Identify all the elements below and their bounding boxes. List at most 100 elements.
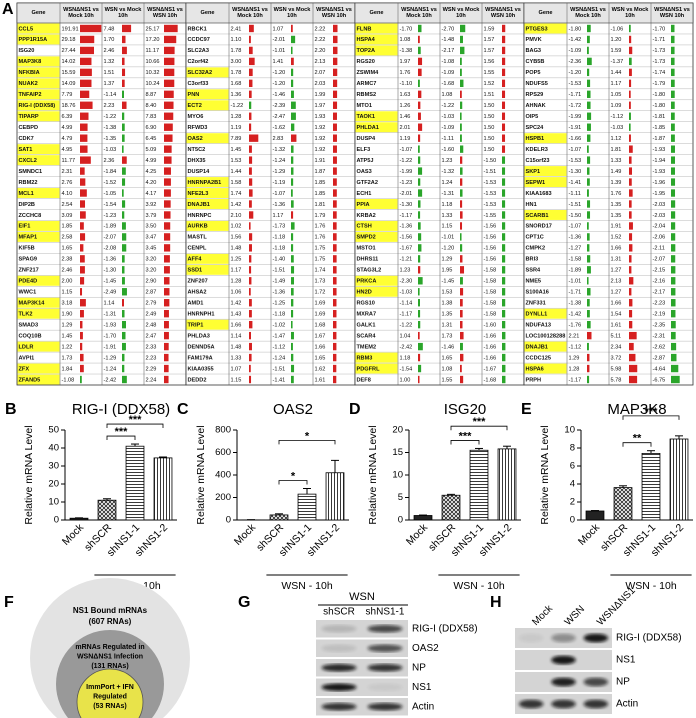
cell-bar xyxy=(587,200,591,208)
cell-bar xyxy=(418,222,421,230)
cell-value: -1.53 xyxy=(569,158,582,164)
highlight xyxy=(355,199,398,209)
cell-bar xyxy=(460,134,462,142)
gene-name: RBCK1 xyxy=(188,26,207,32)
cell-bar xyxy=(291,277,295,285)
cell-bar xyxy=(671,156,676,164)
cell-value: 1.28 xyxy=(231,279,242,285)
cell-bar xyxy=(629,123,631,131)
cell-value: -1.23 xyxy=(400,180,413,186)
cell-bar xyxy=(502,24,506,33)
cell-bar xyxy=(122,90,124,98)
cell-value: 1.56 xyxy=(484,59,495,65)
cell-bar xyxy=(587,134,591,142)
highlight xyxy=(17,275,60,286)
cell-bar xyxy=(460,342,463,351)
gene-name: TAOK1 xyxy=(357,114,376,120)
cell-value: -1.45 xyxy=(442,279,455,285)
cell-value: 3.50 xyxy=(146,224,157,230)
cell-value: 1.92 xyxy=(315,136,326,142)
gene-name: COQ10B xyxy=(19,333,42,339)
blot-strip xyxy=(316,659,408,677)
gene-name: PTGES3 xyxy=(526,26,548,32)
cell-bar xyxy=(291,244,294,252)
venn-text: NS1 Bound mRNAs xyxy=(73,606,148,615)
cell-bar xyxy=(249,35,251,44)
cell-value: -1.81 xyxy=(653,114,666,120)
gene-name: SCARB1 xyxy=(526,213,549,219)
cell-bar xyxy=(164,101,174,109)
cell-bar xyxy=(502,189,506,197)
cell-bar xyxy=(460,68,462,77)
cell-value: -1.48 xyxy=(442,37,455,43)
cell-value: 27.44 xyxy=(62,48,76,54)
cell-value: -1.60 xyxy=(484,322,497,328)
cell-bar xyxy=(333,123,337,131)
cell-bar xyxy=(333,299,337,307)
cell-bar xyxy=(629,320,633,329)
cell-value: 1.70 xyxy=(104,37,115,43)
cell-bar xyxy=(80,46,95,55)
cell-value: -1.10 xyxy=(400,81,413,87)
cell-bar xyxy=(333,331,337,340)
header-cell: WSNΔNS1 vs WSN 10h xyxy=(316,7,352,20)
cell-bar xyxy=(291,90,294,98)
cell-value: -1.07 xyxy=(273,191,286,197)
cell-value: 2.21 xyxy=(569,333,580,339)
cell-value: -1.68 xyxy=(442,81,455,87)
venn-text: (607 RNAs) xyxy=(89,617,132,626)
cell-bar xyxy=(502,342,506,351)
cell-value: 1.35 xyxy=(442,311,453,317)
cell-bar xyxy=(333,167,337,175)
gene-name: AMD1 xyxy=(188,301,204,307)
panel-label: C xyxy=(177,401,189,418)
gene-name: ZNF217 xyxy=(19,268,39,274)
highlight xyxy=(17,363,60,374)
cell-value: -6.75 xyxy=(653,377,666,383)
blot-band xyxy=(321,702,357,711)
cell-bar xyxy=(587,299,590,307)
cell-bar xyxy=(249,288,251,296)
cell-value: 4.10 xyxy=(62,191,73,197)
blot-band xyxy=(321,624,357,633)
gene-name: AHNAK xyxy=(526,103,546,109)
cell-bar xyxy=(671,233,676,241)
cell-value: -1.06 xyxy=(611,26,624,32)
cell-value: 1.51 xyxy=(484,92,495,98)
bar xyxy=(97,499,117,521)
cell-bar xyxy=(587,342,589,351)
y-tick-label: 30 xyxy=(48,461,59,472)
cell-bar xyxy=(122,123,125,131)
bar xyxy=(669,438,689,521)
cell-value: 1.53 xyxy=(231,158,242,164)
gene-name: CEBPD xyxy=(19,125,39,131)
header-text: WSNΔNS1 vs WSN 10h xyxy=(654,6,690,20)
highlight xyxy=(186,100,229,111)
cell-value: -1.24 xyxy=(273,355,286,361)
cell-bar xyxy=(333,342,337,351)
significance-bracket xyxy=(622,415,680,420)
cell-bar xyxy=(249,299,252,307)
cell-bar xyxy=(122,134,125,142)
gene-name: CXCL2 xyxy=(19,158,37,164)
bar xyxy=(613,487,633,521)
cell-value: -1.45 xyxy=(104,279,117,285)
cell-value: -1.29 xyxy=(273,169,286,175)
blot-band xyxy=(583,677,609,687)
gene-name: S100A16 xyxy=(526,290,549,296)
cell-bar xyxy=(122,167,126,175)
cell-value: 2.20 xyxy=(315,48,326,54)
cell-value: 1.61 xyxy=(611,322,622,328)
cell-bar xyxy=(502,79,506,88)
cell-bar xyxy=(460,200,463,208)
blot-row-label: OAS2 xyxy=(412,643,439,654)
cell-bar xyxy=(80,244,84,252)
cell-value: 1.58 xyxy=(231,180,242,186)
cell-value: 1.68 xyxy=(315,322,326,328)
cell-value: 1.05 xyxy=(611,92,622,98)
cell-value: -1.93 xyxy=(653,169,666,175)
cell-bar xyxy=(671,79,675,88)
cell-value: -1.51 xyxy=(484,169,497,175)
header-cell: WSN vs Mock 10h xyxy=(443,7,480,20)
cell-value: -1.80 xyxy=(569,26,582,32)
